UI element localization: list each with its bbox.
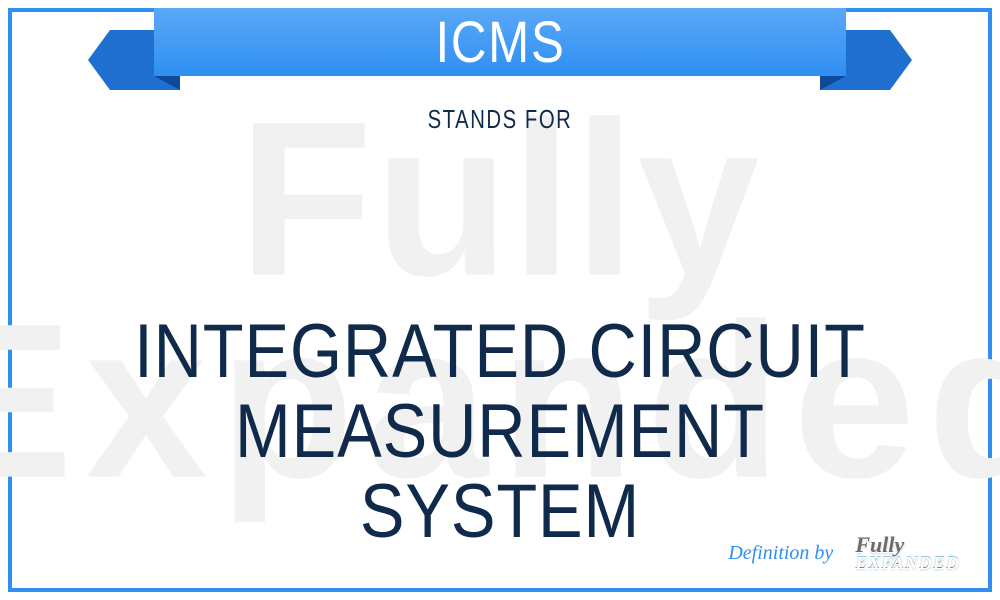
card-frame: Fully Expanded ICMS STANDS FOR INTEGRATE… (8, 8, 992, 592)
definition-text: INTEGRATED CIRCUIT MEASUREMENT SYSTEM (97, 312, 903, 551)
ribbon-fold-right (820, 76, 846, 90)
credit-logo-line2: EXPANDED (855, 555, 960, 570)
credit-logo: Fully EXPANDED (847, 532, 968, 574)
acronym-text: ICMS (435, 9, 565, 76)
ribbon-fold-left (154, 76, 180, 90)
credit-block: Definition by Fully EXPANDED (728, 532, 968, 574)
stands-for-label: STANDS FOR (119, 104, 880, 135)
ribbon-main: ICMS (154, 8, 846, 76)
ribbon-banner: ICMS (110, 8, 890, 98)
credit-label: Definition by (728, 542, 833, 565)
